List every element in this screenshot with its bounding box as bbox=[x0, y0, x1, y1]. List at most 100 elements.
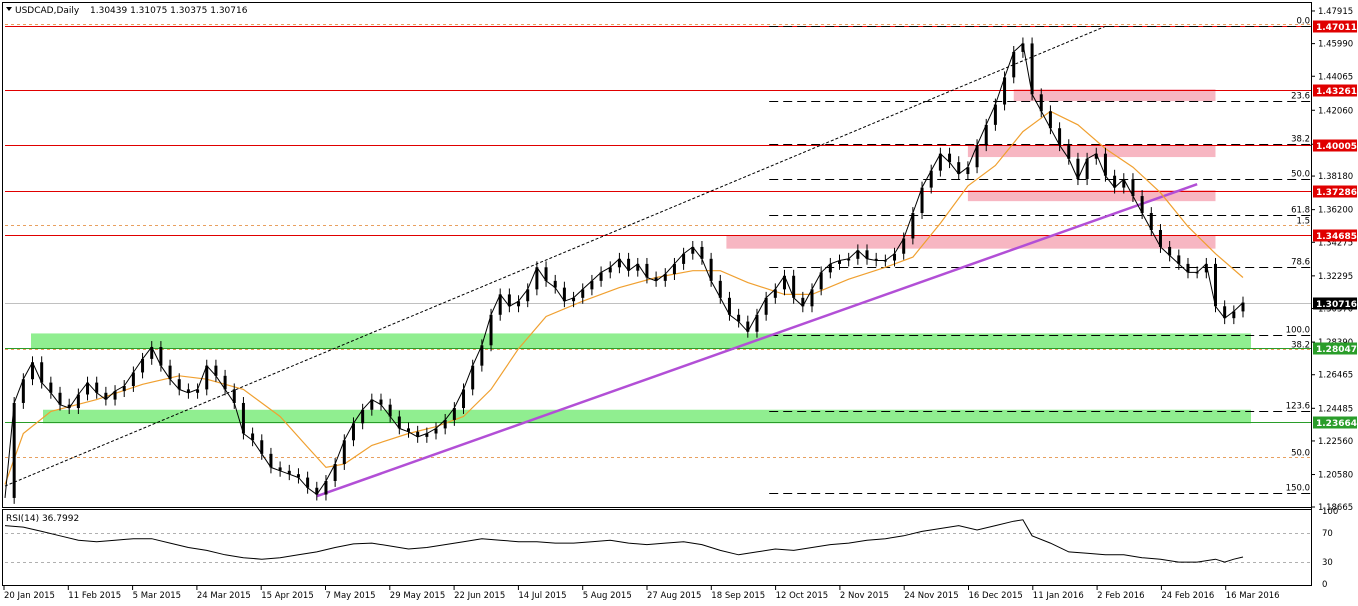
x-tick-label: 24 Nov 2015 bbox=[904, 591, 958, 601]
price-bar-body bbox=[691, 246, 695, 254]
price-bar-body bbox=[269, 453, 273, 468]
fib-level-label: 78.6 bbox=[1291, 258, 1310, 268]
price-bar-body bbox=[590, 280, 594, 290]
level-label-box bbox=[1313, 342, 1357, 355]
price-bar-body bbox=[131, 372, 135, 387]
moving-average-line bbox=[4, 110, 1244, 485]
price-bar-body bbox=[801, 297, 805, 307]
fib-level-label: 23.6 bbox=[1291, 92, 1310, 102]
x-tick-label: 18 Sep 2015 bbox=[711, 591, 765, 601]
last-price-label-box bbox=[1313, 297, 1357, 310]
last-price-label: 1.30716 bbox=[1316, 300, 1357, 310]
x-tick-label: 16 Mar 2016 bbox=[1226, 591, 1280, 601]
level-label-box bbox=[1313, 416, 1357, 429]
price-bar-body bbox=[278, 467, 282, 471]
price-bar-body bbox=[498, 294, 502, 315]
price-bar-body bbox=[526, 289, 530, 302]
x-tick-label: 5 Aug 2015 bbox=[583, 591, 632, 601]
level-label: 1.47011 bbox=[1316, 23, 1357, 33]
y-tick-label: 1.20580 bbox=[1318, 471, 1353, 481]
x-tick-label: 7 May 2015 bbox=[326, 591, 376, 601]
price-bar-body bbox=[993, 104, 997, 125]
price-bar-body bbox=[95, 382, 99, 393]
level-label-box bbox=[1313, 185, 1357, 198]
price-bar-body bbox=[1058, 128, 1062, 146]
price-bar-body bbox=[1204, 263, 1208, 273]
price-bar-body bbox=[21, 379, 25, 403]
price-bar-body bbox=[388, 404, 392, 417]
price-bar-body bbox=[315, 487, 319, 495]
price-bar-body bbox=[251, 433, 255, 441]
level-label-box bbox=[1313, 20, 1357, 33]
y-tick-label: 1.42060 bbox=[1318, 106, 1353, 116]
price-line bbox=[4, 42, 1244, 498]
level-label: 1.34685 bbox=[1316, 232, 1357, 242]
resistance-zone bbox=[726, 235, 1216, 249]
price-bar-body bbox=[260, 440, 264, 454]
price-bar-body bbox=[67, 404, 71, 409]
price-bar-body bbox=[104, 392, 108, 400]
x-tick-label: 22 Jun 2015 bbox=[454, 591, 505, 601]
price-bar-body bbox=[1149, 213, 1153, 230]
resistance-zone bbox=[967, 145, 1216, 158]
price-bar-body bbox=[76, 394, 80, 409]
price-bar-body bbox=[1158, 229, 1162, 247]
price-bar-body bbox=[287, 470, 291, 475]
x-tick-label: 11 Feb 2015 bbox=[68, 591, 121, 601]
y-tick-label: 1.30370 bbox=[1318, 305, 1353, 315]
y-tick-label: 1.38180 bbox=[1318, 172, 1353, 182]
price-bar-body bbox=[232, 389, 236, 403]
price-bar-body bbox=[113, 391, 117, 400]
price-bar-body bbox=[948, 153, 952, 163]
trendline bbox=[316, 183, 1198, 498]
price-bar-body bbox=[214, 365, 218, 376]
price-bar-body bbox=[865, 250, 869, 259]
level-label: 1.43261 bbox=[1316, 87, 1357, 97]
resistance-zone bbox=[967, 190, 1216, 202]
price-bar-body bbox=[617, 258, 621, 268]
price-bar-body bbox=[929, 170, 933, 188]
price-bar-body bbox=[379, 399, 383, 405]
y-tick-label: 1.45990 bbox=[1318, 40, 1353, 50]
price-bar-body bbox=[342, 440, 346, 465]
price-bar-body bbox=[1140, 196, 1144, 214]
fib-level-label: 100.0 bbox=[1286, 326, 1310, 336]
price-bar-body bbox=[434, 428, 438, 434]
price-bar-body bbox=[361, 409, 365, 424]
price-bar-body bbox=[186, 389, 190, 393]
level-label-box bbox=[1313, 229, 1357, 242]
price-bar-body bbox=[1232, 311, 1236, 319]
y-tick-label: 1.36200 bbox=[1318, 206, 1353, 216]
price-bar-body bbox=[810, 289, 814, 307]
x-tick-label: 29 May 2015 bbox=[390, 591, 445, 601]
price-bar-body bbox=[1122, 179, 1126, 188]
y-tick-label: 1.34275 bbox=[1318, 238, 1353, 248]
price-bar-body bbox=[1021, 43, 1025, 52]
price-bar-body bbox=[581, 289, 585, 298]
price-bar-body bbox=[920, 187, 924, 214]
price-bar-body bbox=[1213, 263, 1217, 307]
price-bar-body bbox=[755, 314, 759, 332]
x-tick-label: 12 Oct 2015 bbox=[776, 591, 829, 601]
orange-level-label: 1.5 bbox=[1296, 217, 1310, 227]
x-tick-label: 14 Jul 2015 bbox=[518, 591, 566, 601]
price-bar-body bbox=[764, 297, 768, 315]
price-bar-body bbox=[1131, 179, 1135, 197]
price-bar-body bbox=[1177, 255, 1181, 264]
fib-level-label: 61.8 bbox=[1291, 206, 1310, 216]
y-tick-label: 1.44065 bbox=[1318, 72, 1353, 82]
price-bar-body bbox=[196, 389, 200, 393]
price-bar-body bbox=[397, 416, 401, 429]
level-label: 1.37286 bbox=[1316, 188, 1357, 198]
price-bar-body bbox=[205, 365, 209, 390]
price-bar-body bbox=[296, 474, 300, 478]
fib-level-label: 38.2 bbox=[1291, 135, 1310, 145]
price-bar-body bbox=[370, 399, 374, 410]
resistance-zone bbox=[1013, 89, 1216, 102]
menu-triangle-icon[interactable] bbox=[6, 7, 12, 11]
orange-level-label: 50.0 bbox=[1291, 449, 1310, 459]
price-bar-body bbox=[636, 263, 640, 271]
price-bar-body bbox=[966, 167, 970, 175]
price-bar-body bbox=[406, 428, 410, 432]
